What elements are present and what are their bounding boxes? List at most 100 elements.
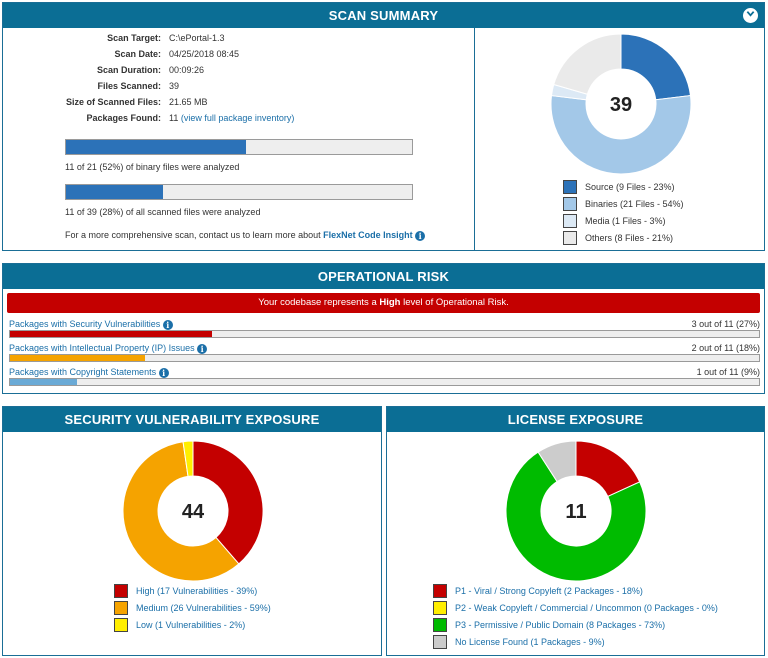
scan-duration-label: Scan Duration: <box>96 65 161 75</box>
legend-label: Source (9 Files - 23%) <box>585 182 675 192</box>
legend-label[interactable]: Medium (26 Vulnerabilities - 59%) <box>136 603 271 613</box>
donut-total: 11 <box>565 501 586 523</box>
legend-label[interactable]: P1 - Viral / Strong Copyleft (2 Packages… <box>455 586 643 596</box>
risk-row-link[interactable]: Packages with Copyright Statements <box>9 367 157 377</box>
info-icon[interactable]: i <box>162 319 173 330</box>
contact-line: For a more comprehensive scan, contact u… <box>65 230 426 241</box>
operational-risk-header: OPERATIONAL RISK <box>3 264 764 289</box>
donut-slice-p3-permissive-public-domain[interactable] <box>505 451 647 582</box>
info-icon[interactable]: i <box>158 367 169 378</box>
operational-risk-title: OPERATIONAL RISK <box>317 269 450 284</box>
files-scanned-value: 39 <box>169 81 180 91</box>
binary-files-progress-fill <box>66 140 246 154</box>
scan-summary-title: SCAN SUMMARY <box>328 8 439 23</box>
flexnet-code-insight-link[interactable]: FlexNet Code Insight <box>323 230 413 240</box>
all-files-progress <box>65 184 413 200</box>
binary-files-progress <box>65 139 413 155</box>
risk-row-count: 1 out of 11 (9%) <box>696 367 760 377</box>
size-scanned-row: Size of Scanned Files: 21.65 MB <box>3 97 303 111</box>
legend-label: Others (8 Files - 21%) <box>585 233 674 243</box>
donut-slice-low[interactable] <box>182 440 194 477</box>
packages-found-value: 11 <box>169 113 179 123</box>
packages-found-value-wrap: 11 (view full package inventory) <box>169 113 294 123</box>
donut-slice-medium[interactable] <box>122 441 240 582</box>
packages-found-row: Packages Found: 11 (view full package in… <box>3 113 303 127</box>
security-exposure-header: SECURITY VULNERABILITY EXPOSURE <box>3 407 381 432</box>
packages-found-label: Packages Found: <box>86 113 161 123</box>
risk-row-label-wrap: Packages with Intellectual Property (IP)… <box>9 343 208 354</box>
scan-target-value: C:\ePortal-1.3 <box>169 33 225 43</box>
all-files-caption: 11 of 39 (28%) of all scanned files were… <box>65 207 261 217</box>
scan-target-row: Scan Target: C:\ePortal-1.3 <box>3 33 303 47</box>
scan-date-value: 04/25/2018 08:45 <box>169 49 240 59</box>
size-scanned-label: Size of Scanned Files: <box>65 97 161 107</box>
risk-row-count: 2 out of 11 (18%) <box>691 343 760 353</box>
legend-label[interactable]: P3 - Permissive / Public Domain (8 Packa… <box>455 620 666 630</box>
risk-row-bar-fill <box>10 331 213 337</box>
legend-swatch <box>563 214 577 228</box>
donut-slice-others[interactable] <box>553 33 622 95</box>
scan-details: Scan Target: C:\ePortal-1.3 Scan Date: 0… <box>3 28 475 250</box>
risk-level-banner: Your codebase represents a High level of… <box>7 293 760 313</box>
contact-text: For a more comprehensive scan, contact u… <box>65 230 321 240</box>
files-scanned-row: Files Scanned: 39 <box>3 81 303 95</box>
risk-row-bar <box>9 378 760 386</box>
legend-label[interactable]: No License Found (1 Packages - 9%) <box>455 637 605 647</box>
legend-swatch <box>563 231 577 245</box>
security-donut-chart: 44 <box>122 440 264 582</box>
legend-label[interactable]: High (17 Vulnerabilities - 39%) <box>136 586 258 596</box>
legend-swatch <box>563 197 577 211</box>
file-type-chart-area: 39 Source (9 Files - 23%) Binaries (21 Fi… <box>475 28 764 250</box>
legend-swatch <box>114 601 128 615</box>
license-exposure-panel: LICENSE EXPOSURE 11 P1 - Viral / Strong … <box>386 406 765 656</box>
chevron-down-icon[interactable] <box>743 8 758 23</box>
legend-label: Media (1 Files - 3%) <box>585 216 666 226</box>
scan-date-row: Scan Date: 04/25/2018 08:45 <box>3 49 303 63</box>
scan-summary-header: SCAN SUMMARY <box>3 3 764 28</box>
risk-row-bar-fill <box>10 379 78 385</box>
risk-row-link[interactable]: Packages with Security Vulnerabilities <box>9 319 161 329</box>
legend-label: Binaries (21 Files - 54%) <box>585 199 684 209</box>
view-package-inventory-link[interactable]: (view full package inventory) <box>180 113 295 123</box>
legend-label[interactable]: Low (1 Vulnerabilities - 2%) <box>136 620 246 630</box>
risk-row-label-wrap: Packages with Security Vulnerabilities i <box>9 319 173 330</box>
license-exposure-title: LICENSE EXPOSURE <box>507 412 644 427</box>
legend-swatch <box>563 180 577 194</box>
legend-swatch <box>433 601 447 615</box>
risk-row-bar-fill <box>10 355 145 361</box>
operational-risk-panel: OPERATIONAL RISK Your codebase represent… <box>2 263 765 394</box>
scan-summary-panel: SCAN SUMMARY Scan Target: C:\ePortal-1.3… <box>2 2 765 251</box>
info-icon[interactable]: i <box>415 230 426 241</box>
risk-row-link[interactable]: Packages with Intellectual Property (IP)… <box>9 343 195 353</box>
files-scanned-label: Files Scanned: <box>97 81 161 91</box>
donut-total: 44 <box>182 501 205 523</box>
risk-banner-level: High <box>379 297 401 308</box>
donut-slice-source[interactable] <box>620 33 692 101</box>
all-files-progress-fill <box>66 185 163 199</box>
risk-row-bar <box>9 354 760 362</box>
risk-banner-post: level of Operational Risk. <box>403 297 509 308</box>
file-type-donut-chart: 39 <box>550 33 692 175</box>
legend-swatch <box>114 618 128 632</box>
info-icon[interactable]: i <box>197 343 208 354</box>
legend-swatch <box>114 584 128 598</box>
license-exposure-header: LICENSE EXPOSURE <box>387 407 764 432</box>
risk-row-bar <box>9 330 760 338</box>
donut-slice-high[interactable] <box>192 440 264 565</box>
legend-label[interactable]: P2 - Weak Copyleft / Commercial / Uncomm… <box>455 603 718 613</box>
legend-swatch <box>433 584 447 598</box>
scan-duration-row: Scan Duration: 00:09:26 <box>3 65 303 79</box>
risk-row-count: 3 out of 11 (27%) <box>691 319 760 329</box>
risk-banner-pre: Your codebase represents a <box>258 297 377 308</box>
scan-duration-value: 00:09:26 <box>169 65 205 75</box>
donut-slice-binaries[interactable] <box>550 95 692 175</box>
donut-slice-no-license-found[interactable] <box>537 440 577 483</box>
security-exposure-title: SECURITY VULNERABILITY EXPOSURE <box>64 412 320 427</box>
legend-swatch <box>433 635 447 649</box>
security-exposure-panel: SECURITY VULNERABILITY EXPOSURE 44 High … <box>2 406 382 656</box>
license-donut-chart: 11 <box>505 440 647 582</box>
risk-row-label-wrap: Packages with Copyright Statements i <box>9 367 169 378</box>
binary-files-caption: 11 of 21 (52%) of binary files were anal… <box>65 162 240 172</box>
legend-swatch <box>433 618 447 632</box>
scan-target-label: Scan Target: <box>107 33 161 43</box>
